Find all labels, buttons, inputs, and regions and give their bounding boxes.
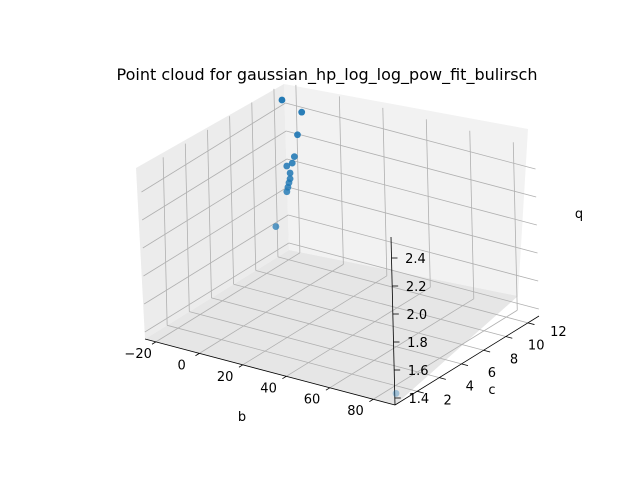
y-tick-label: 2 xyxy=(443,393,451,408)
chart-title: Point cloud for gaussian_hp_log_log_pow_… xyxy=(117,65,538,85)
data-point xyxy=(283,162,291,170)
x-grid-line xyxy=(469,130,475,299)
z-tick-label: 1.6 xyxy=(408,364,429,379)
z-tick-label: 1.8 xyxy=(407,336,428,351)
z-grid-line xyxy=(288,214,539,282)
x-tick-mark xyxy=(369,398,374,402)
x-tick-label: 20 xyxy=(217,370,234,385)
data-point xyxy=(392,390,400,397)
data-point xyxy=(288,159,296,167)
y-grid-line xyxy=(251,102,257,271)
x-tick-mark xyxy=(282,375,287,380)
z-grid-line xyxy=(143,214,289,305)
x-grid-line xyxy=(155,252,301,343)
x-tick-mark xyxy=(195,353,200,357)
z-tick-label: 1.4 xyxy=(408,392,429,407)
data-points xyxy=(272,96,400,397)
z-grid-line xyxy=(286,158,537,226)
back-pane xyxy=(284,84,528,296)
x-grid-line xyxy=(512,142,518,311)
z-axis-label: q xyxy=(575,207,583,222)
x-axis-line xyxy=(144,338,396,406)
y-tick-mark xyxy=(417,390,424,394)
x-tick-mark xyxy=(151,341,157,345)
x-tick-label: 0 xyxy=(177,358,185,373)
x-grid-line xyxy=(199,264,344,354)
data-point xyxy=(286,169,294,177)
x-grid-line xyxy=(373,309,518,400)
x-grid-line xyxy=(286,286,431,377)
data-point xyxy=(272,223,280,230)
z-grid-line xyxy=(285,102,536,170)
data-point xyxy=(283,188,291,196)
x-tick-label: −20 xyxy=(124,347,151,362)
z-tick-label: 2.4 xyxy=(405,252,426,267)
x-tick-mark xyxy=(325,387,330,391)
y-tick-mark xyxy=(483,349,491,353)
y-grid-line xyxy=(184,143,190,312)
z-grid-line xyxy=(141,130,287,221)
data-point xyxy=(278,96,286,104)
y-grid-line xyxy=(189,311,440,379)
y-axis-line xyxy=(394,315,540,406)
y-grid-line xyxy=(229,116,235,285)
y-grid-line xyxy=(211,297,462,365)
z-grid-line xyxy=(141,102,286,193)
data-point xyxy=(294,131,301,139)
x-tick-mark xyxy=(238,364,244,368)
data-point xyxy=(298,108,306,116)
z-grid-line xyxy=(144,242,290,333)
z-grid-line xyxy=(288,242,539,310)
y-tick-label: 4 xyxy=(466,380,474,395)
x-tick-label: 60 xyxy=(304,393,321,408)
z-grid-line xyxy=(287,186,538,254)
y-tick-mark xyxy=(461,363,469,367)
y-tick-mark xyxy=(439,377,446,380)
z-axis-line xyxy=(390,236,396,406)
y-axis-label: c xyxy=(488,383,495,398)
x-grid-line xyxy=(425,119,431,288)
axis-lines xyxy=(144,236,540,406)
x-grid-line xyxy=(242,275,388,366)
y-grid-line xyxy=(233,283,484,351)
y-grid-line xyxy=(167,324,418,392)
left-pane xyxy=(136,84,289,339)
y-tick-mark xyxy=(527,322,535,325)
z-grid-line xyxy=(143,186,288,277)
data-point xyxy=(290,153,298,161)
z-grid-line xyxy=(286,130,537,198)
x-grid-line xyxy=(338,96,344,265)
y-tick-mark xyxy=(505,336,513,339)
y-grid-line xyxy=(255,270,506,337)
y-tick-label: 8 xyxy=(510,352,518,367)
x-grid-line xyxy=(295,84,301,253)
y-tick-label: 12 xyxy=(550,325,567,340)
x-axis-label: b xyxy=(238,410,246,425)
y-tick-label: 10 xyxy=(528,339,545,354)
grid-lines xyxy=(141,84,539,400)
z-grid-line xyxy=(142,158,288,249)
y-tick-label: 6 xyxy=(488,366,496,381)
floor-pane xyxy=(145,250,518,405)
y-grid-line xyxy=(207,129,212,298)
x-tick-label: 40 xyxy=(260,381,277,396)
z-tick-label: 2.2 xyxy=(406,280,427,295)
x-grid-line xyxy=(329,298,474,389)
y-grid-line xyxy=(277,256,529,324)
y-grid-line xyxy=(162,157,168,326)
x-tick-label: 80 xyxy=(347,404,364,419)
z-tick-label: 2.0 xyxy=(406,308,427,323)
x-grid-line xyxy=(382,107,388,276)
